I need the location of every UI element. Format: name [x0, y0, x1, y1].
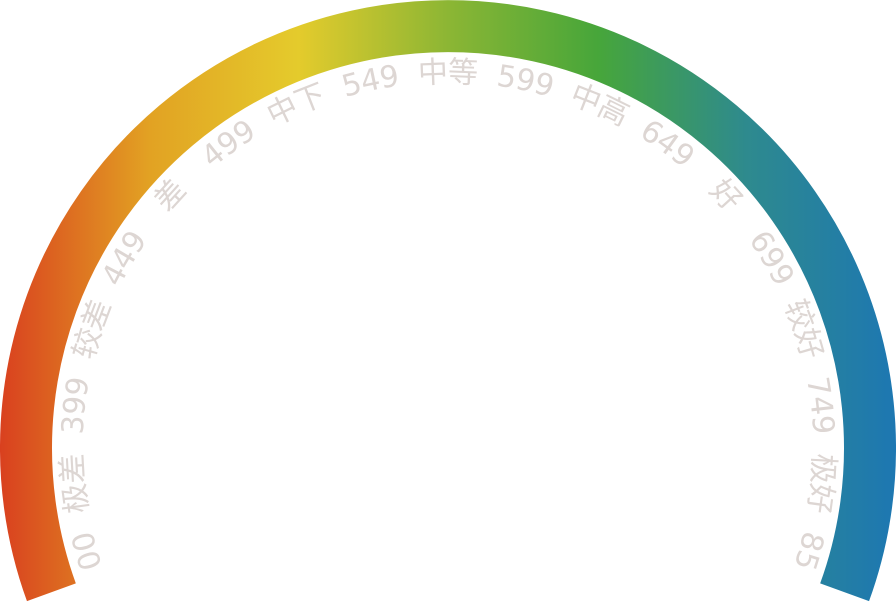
label-text: 749 [799, 374, 840, 435]
label-text: 399 [56, 374, 97, 435]
gauge-labels: 300极差399较差449差499中下549中等599中高649好699较好74… [0, 0, 841, 574]
category-label: 中等 [417, 55, 478, 91]
label-text: 549 [338, 59, 401, 105]
tick-label: 599 [494, 59, 557, 105]
label-text: 599 [494, 59, 557, 105]
tick-label: 749 [799, 374, 840, 435]
tick-label: 399 [56, 374, 97, 435]
label-text: 极差 [55, 453, 96, 516]
category-label: 极差 [55, 453, 96, 516]
category-label: 极好 [800, 453, 841, 516]
tick-label: 549 [338, 59, 401, 105]
label-text: 极好 [800, 453, 841, 516]
label-text: 中等 [417, 55, 478, 91]
